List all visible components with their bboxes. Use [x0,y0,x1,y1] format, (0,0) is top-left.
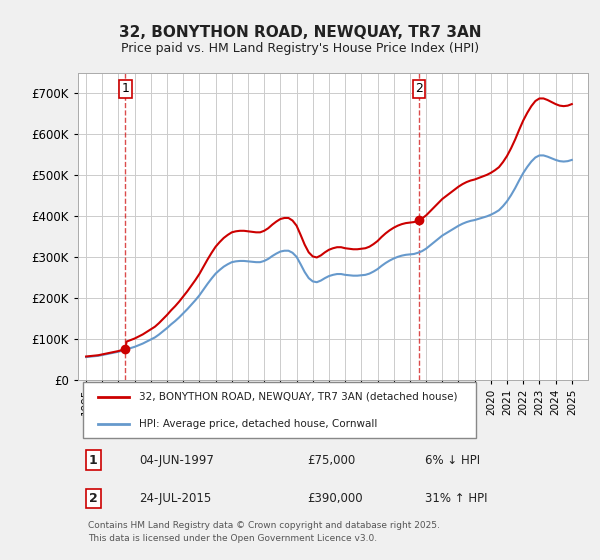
Text: Contains HM Land Registry data © Crown copyright and database right 2025.
This d: Contains HM Land Registry data © Crown c… [88,521,440,543]
Text: 2: 2 [89,492,98,505]
Text: 1: 1 [89,454,98,466]
Text: £390,000: £390,000 [308,492,363,505]
Text: 2: 2 [415,82,423,95]
Text: 32, BONYTHON ROAD, NEWQUAY, TR7 3AN (detached house): 32, BONYTHON ROAD, NEWQUAY, TR7 3AN (det… [139,392,458,402]
Text: HPI: Average price, detached house, Cornwall: HPI: Average price, detached house, Corn… [139,419,377,429]
Text: 04-JUN-1997: 04-JUN-1997 [139,454,214,466]
Text: 1: 1 [122,82,130,95]
Text: 24-JUL-2015: 24-JUL-2015 [139,492,211,505]
Text: 31% ↑ HPI: 31% ↑ HPI [425,492,487,505]
Text: 32, BONYTHON ROAD, NEWQUAY, TR7 3AN: 32, BONYTHON ROAD, NEWQUAY, TR7 3AN [119,25,481,40]
FancyBboxPatch shape [83,382,476,438]
Text: 6% ↓ HPI: 6% ↓ HPI [425,454,480,466]
Text: £75,000: £75,000 [308,454,356,466]
Text: Price paid vs. HM Land Registry's House Price Index (HPI): Price paid vs. HM Land Registry's House … [121,42,479,55]
